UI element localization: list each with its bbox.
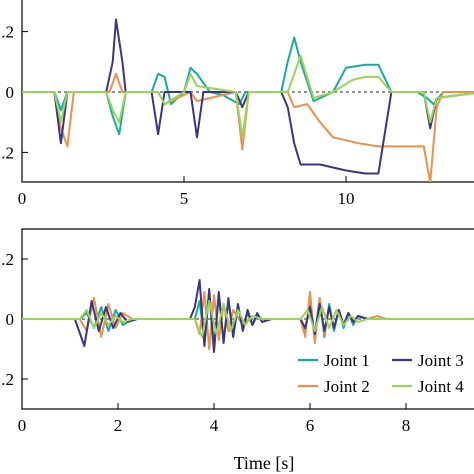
bottom-series-joint-3-line	[22, 279, 474, 353]
top-y-tick-label: .2	[1, 23, 14, 42]
legend-label-joint-3: Joint 3	[418, 351, 464, 370]
legend-label-joint-1: Joint 1	[324, 351, 370, 370]
top-y-tick-label: .2	[1, 143, 14, 162]
bottom-x-tick-label: 6	[306, 416, 315, 435]
bottom-y-tick-label: .2	[1, 370, 14, 389]
bottom-ticks: 0 2 4 6 8 .2 0 .2	[1, 250, 410, 435]
top-x-tick-label: 0	[18, 189, 27, 208]
top-plot-frame	[21, 0, 474, 183]
top-x-tick-label: 5	[180, 189, 189, 208]
top-series-joint-4-line	[22, 54, 474, 139]
bottom-y-tick-label: .2	[1, 250, 14, 269]
legend: Joint 1 Joint 3 Joint 2 Joint 4	[298, 351, 464, 396]
top-ticks: 0 5 10 .2 0 .2	[1, 23, 354, 208]
legend-label-joint-4: Joint 4	[418, 377, 464, 396]
top-series-group	[22, 18, 474, 182]
bottom-x-tick-label: 4	[210, 416, 219, 435]
top-y-tick-label: 0	[6, 83, 15, 102]
bottom-x-tick-label: 2	[114, 416, 123, 435]
top-series-joint-3-line	[22, 18, 474, 175]
top-x-tick-label: 10	[338, 189, 355, 208]
legend-label-joint-2: Joint 2	[324, 377, 370, 396]
bottom-series-joint-4-line	[22, 300, 474, 338]
top-series-joint-1-line	[22, 36, 474, 136]
bottom-y-tick-label: 0	[6, 310, 15, 329]
bottom-panel: 0 2 4 6 8.20.2 Time [s] Joint 1 Joint 3Joint …	[1, 228, 474, 473]
bottom-x-tick-label: 0	[18, 416, 27, 435]
x-axis-title: Time [s]	[234, 453, 295, 473]
top-series-joint-2-line	[22, 72, 474, 182]
top-panel: 0 5 10 .2 0 .2	[1, 0, 474, 208]
bottom-series-group	[22, 279, 474, 353]
bottom-x-tick-label: 8	[402, 416, 411, 435]
